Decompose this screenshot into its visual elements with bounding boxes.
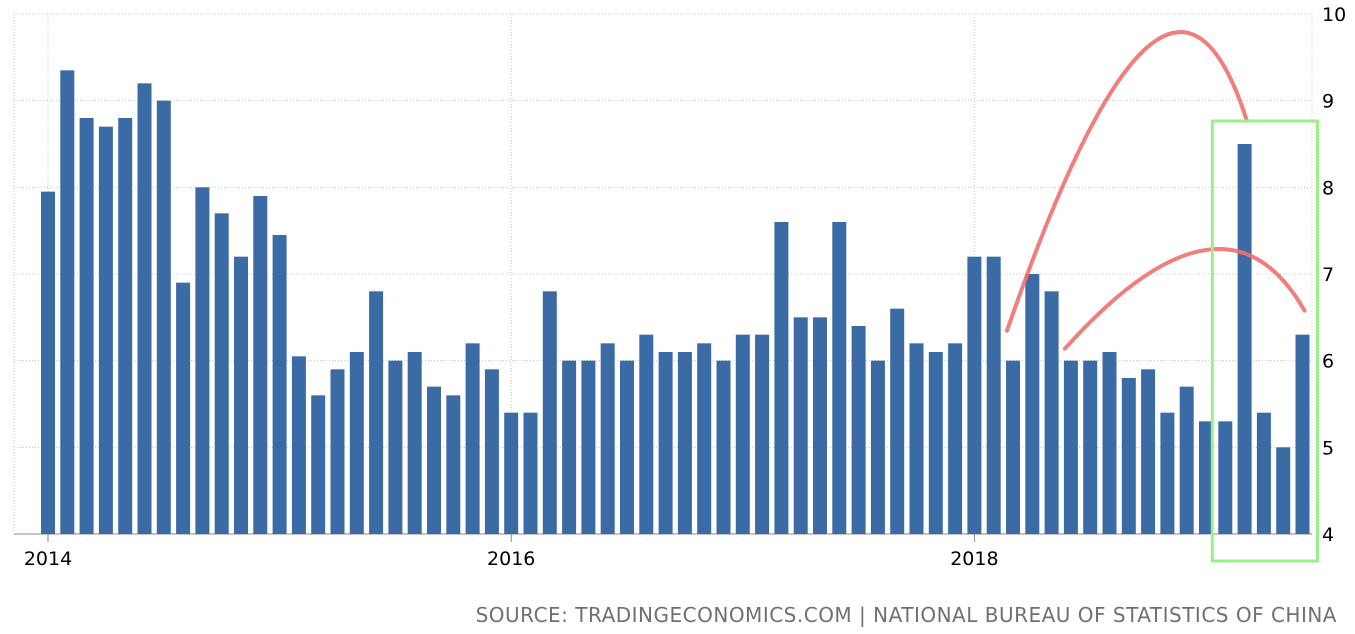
annotation-arc <box>1005 30 1249 333</box>
bar <box>1141 369 1156 534</box>
y-tick-label: 6 <box>1322 351 1334 373</box>
bar <box>620 360 634 534</box>
bar <box>272 235 287 534</box>
bar <box>427 386 441 534</box>
bar <box>1276 447 1291 534</box>
y-tick-label: 9 <box>1322 91 1334 113</box>
bar <box>677 352 692 534</box>
bar <box>1295 334 1310 534</box>
bar <box>330 369 345 534</box>
bar <box>948 343 963 534</box>
bar <box>291 356 306 534</box>
bar <box>755 334 770 534</box>
bar <box>1006 360 1020 534</box>
bar <box>813 317 827 534</box>
bar <box>1121 378 1136 534</box>
bar <box>349 352 364 534</box>
bar <box>118 118 133 534</box>
bar <box>1237 144 1252 534</box>
y-tick-labels: 4 5 6 7 8 9 10 <box>1322 4 1346 546</box>
y-tick-label: 7 <box>1322 264 1334 286</box>
bar <box>234 256 248 534</box>
annotation-box <box>1210 119 1320 563</box>
bar <box>928 352 943 534</box>
bar <box>890 308 905 534</box>
bar <box>1102 352 1117 534</box>
bar <box>600 343 615 534</box>
y-tick-label: 4 <box>1322 524 1334 546</box>
y-tick-label: 5 <box>1322 437 1334 459</box>
bar <box>388 360 403 534</box>
y-tick-label: 10 <box>1322 4 1346 26</box>
bar <box>639 334 654 534</box>
bar <box>832 222 847 534</box>
bar <box>774 222 789 534</box>
bar <box>1044 291 1059 534</box>
bar <box>1083 360 1098 534</box>
bar <box>1025 274 1040 534</box>
bar <box>523 412 538 534</box>
bar <box>658 352 673 534</box>
bar <box>697 343 712 534</box>
bar <box>851 326 866 534</box>
bar <box>98 126 113 535</box>
bar <box>870 360 885 534</box>
bar <box>369 291 384 534</box>
bar <box>465 343 480 534</box>
bar <box>484 369 499 534</box>
bar <box>735 334 750 534</box>
bar <box>446 395 461 534</box>
bar <box>311 395 326 534</box>
annotation-arc <box>1062 247 1307 351</box>
source-note: SOURCE: TRADINGECONOMICS.COM | NATIONAL … <box>475 603 1337 627</box>
bar <box>1063 360 1078 534</box>
bar <box>1256 412 1271 534</box>
bar <box>581 360 596 534</box>
bar <box>79 118 94 534</box>
bar <box>716 360 731 534</box>
bar <box>60 70 75 534</box>
bar <box>542 291 557 534</box>
bar <box>986 256 1001 534</box>
bar <box>1199 421 1213 534</box>
bar <box>253 196 268 534</box>
bar <box>195 187 210 535</box>
x-tick-label: 2016 <box>487 548 535 570</box>
x-tick-labels: 2014 2016 2018 <box>24 534 999 570</box>
bar <box>156 100 171 535</box>
bar <box>504 412 519 534</box>
bars <box>41 70 1310 535</box>
bar <box>41 191 55 534</box>
bar <box>793 317 808 534</box>
x-tick-label: 2018 <box>950 548 998 570</box>
bar <box>562 360 577 534</box>
x-tick-label: 2014 <box>24 548 72 570</box>
bar <box>1160 412 1175 534</box>
bar <box>909 343 924 534</box>
bar <box>1218 421 1233 534</box>
annotations <box>1005 30 1320 563</box>
bar <box>137 83 152 534</box>
bar <box>1179 386 1194 534</box>
bar <box>967 256 982 534</box>
bar <box>407 352 422 534</box>
bar <box>214 213 229 535</box>
y-tick-label: 8 <box>1322 177 1334 199</box>
bar <box>176 282 191 534</box>
